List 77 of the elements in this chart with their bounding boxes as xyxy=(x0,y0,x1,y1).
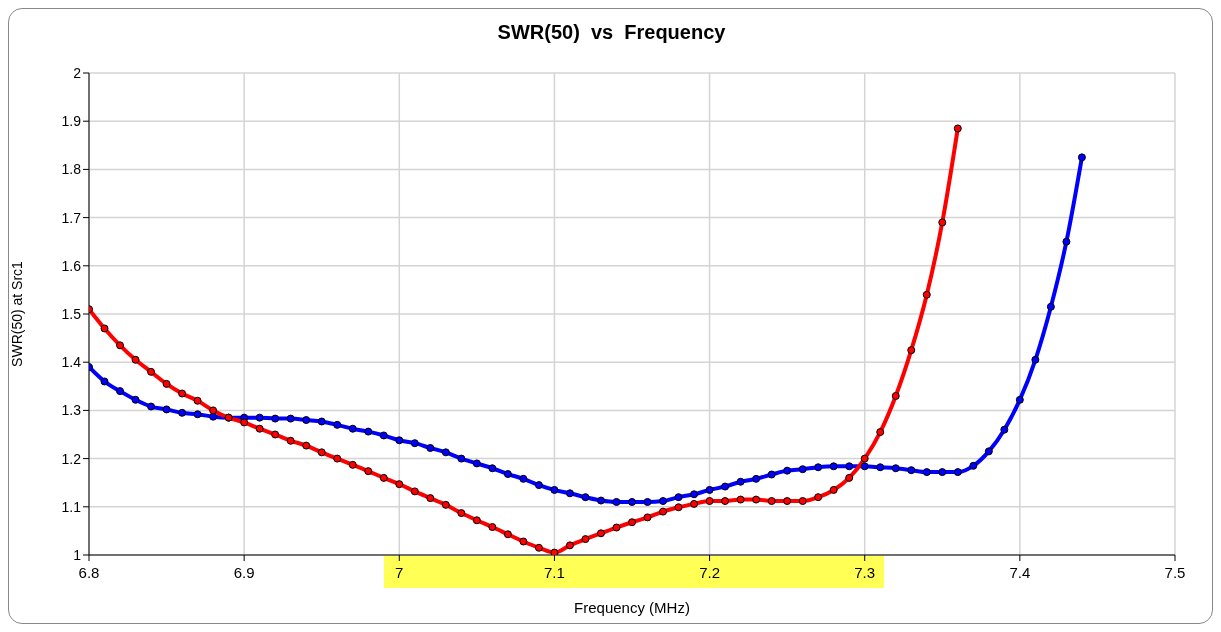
point xyxy=(736,495,745,504)
point xyxy=(938,218,947,227)
y-tick-label: 1.4 xyxy=(61,354,82,371)
point xyxy=(131,355,140,364)
point xyxy=(364,467,373,476)
point xyxy=(488,523,497,532)
point xyxy=(333,454,342,463)
point xyxy=(752,495,761,504)
point xyxy=(581,535,590,544)
point xyxy=(860,454,869,463)
x-tick-label: 6.8 xyxy=(78,563,100,581)
point xyxy=(798,497,807,506)
y-tick-label: 1.9 xyxy=(61,113,82,130)
point xyxy=(317,448,326,457)
point xyxy=(193,396,202,405)
y-tick-label: 2 xyxy=(73,64,82,81)
point xyxy=(705,497,714,506)
point xyxy=(255,424,264,433)
point xyxy=(379,473,388,482)
point xyxy=(271,430,280,439)
point xyxy=(302,441,311,450)
point xyxy=(395,480,404,489)
point xyxy=(845,473,854,482)
point xyxy=(922,290,931,299)
y-tick-label: 1.5 xyxy=(61,305,82,322)
point xyxy=(457,509,466,518)
point xyxy=(612,523,621,532)
y-tick-label: 1 xyxy=(73,546,82,563)
point xyxy=(534,543,543,552)
y-tick-label: 1.1 xyxy=(61,498,82,515)
point xyxy=(178,389,187,398)
point xyxy=(596,529,605,538)
y-tick-label: 1.2 xyxy=(61,450,82,467)
point xyxy=(814,493,823,502)
point xyxy=(876,428,885,437)
point xyxy=(953,124,962,133)
point xyxy=(659,507,668,516)
point xyxy=(116,341,125,350)
x-axis-title: Frequency (MHz) xyxy=(574,599,690,616)
point xyxy=(829,485,838,494)
x-tick-label: 7.4 xyxy=(1009,563,1031,581)
point xyxy=(628,518,636,527)
point xyxy=(643,513,652,522)
point xyxy=(209,406,218,415)
x-tick-label: 7.5 xyxy=(1164,563,1186,581)
point xyxy=(891,391,900,400)
x-tick-label: 7.3 xyxy=(854,563,876,581)
point xyxy=(410,487,419,496)
point xyxy=(721,497,730,506)
point xyxy=(147,367,156,376)
point xyxy=(503,530,512,539)
point xyxy=(550,548,559,555)
point xyxy=(162,379,171,388)
point xyxy=(767,497,776,506)
x-tick-label: 7.2 xyxy=(699,563,720,581)
point xyxy=(690,499,699,508)
y-tick-label: 1.7 xyxy=(61,209,82,226)
chart-title: SWR(50) vs Frequency xyxy=(496,21,727,44)
point xyxy=(783,497,792,506)
point xyxy=(674,503,683,512)
point xyxy=(472,516,481,525)
y-axis-title: SWR(50) at Src1 xyxy=(8,260,25,367)
y-tick-label: 1.6 xyxy=(61,257,82,274)
point xyxy=(519,537,528,546)
point xyxy=(240,418,249,427)
y-tick-label: 1.3 xyxy=(61,402,82,419)
point xyxy=(100,324,109,333)
point xyxy=(286,436,295,445)
x-tick-label: 6.9 xyxy=(233,563,255,581)
x-tick-label: 7 xyxy=(395,563,404,581)
x-tick-label: 7.1 xyxy=(544,563,565,581)
point xyxy=(441,500,450,509)
point xyxy=(907,346,916,355)
point xyxy=(426,494,435,503)
y-tick-label: 1.8 xyxy=(61,161,82,178)
point xyxy=(348,460,357,469)
point xyxy=(565,541,574,550)
